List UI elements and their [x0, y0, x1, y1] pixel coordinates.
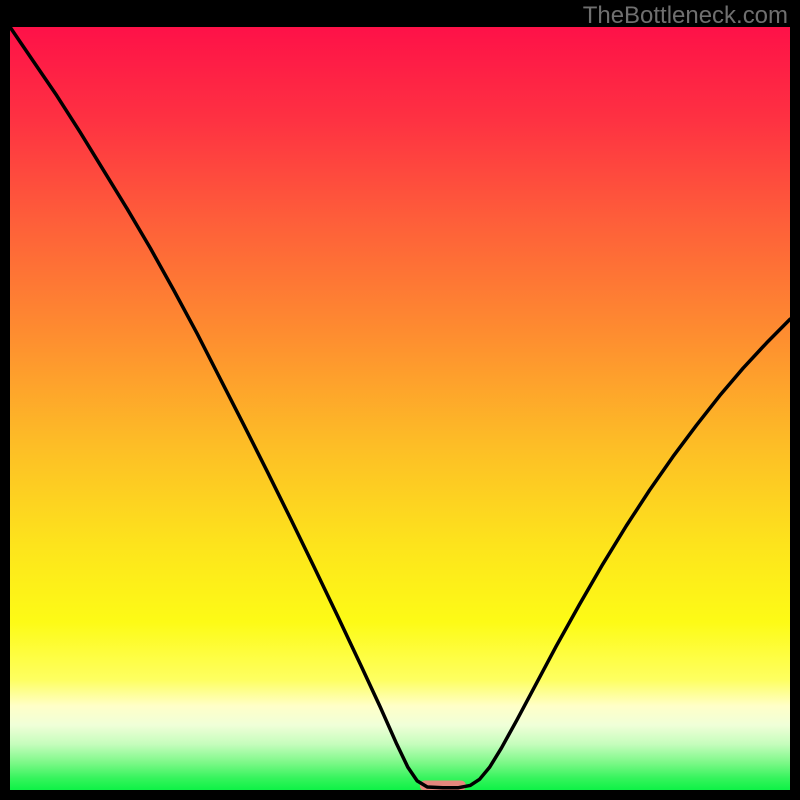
- plot-area: [10, 27, 790, 790]
- chart-stage: TheBottleneck.com: [0, 0, 800, 800]
- gradient-background: [10, 27, 790, 790]
- watermark-label: TheBottleneck.com: [583, 2, 788, 30]
